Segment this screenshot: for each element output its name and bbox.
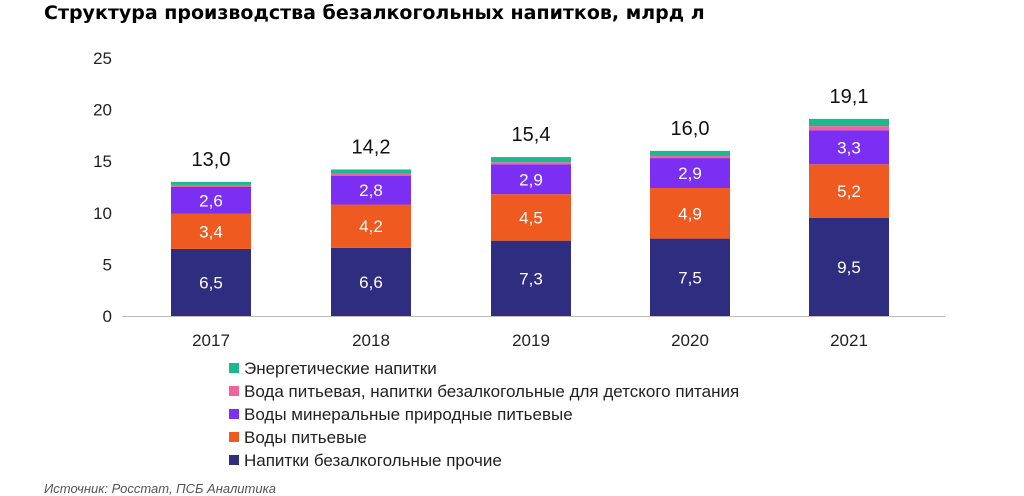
bar-value-label: 6,6	[359, 273, 383, 292]
bar-segment	[809, 130, 889, 165]
legend-swatch	[229, 432, 239, 442]
bar-value-label: 3,4	[199, 222, 223, 241]
bar-value-label: 2,9	[519, 170, 543, 189]
bar-value-label: 7,5	[678, 268, 702, 287]
bar-total-label: 14,2	[352, 136, 391, 158]
x-tick-label: 2018	[352, 331, 390, 350]
bar-segment	[331, 173, 411, 176]
legend-swatch	[229, 409, 239, 419]
bar-value-label: 2,8	[359, 181, 383, 200]
y-tick-label: 10	[93, 204, 112, 223]
legend-swatch	[229, 455, 239, 465]
bar-segment	[331, 169, 411, 174]
bar-value-label: 9,5	[837, 258, 861, 277]
bar-segment	[171, 213, 251, 249]
bar-segment	[491, 194, 571, 241]
y-tick-label: 0	[103, 307, 112, 326]
bar-segment	[650, 150, 730, 157]
bar-segment	[331, 175, 411, 205]
x-tick-label: 2021	[830, 331, 868, 350]
legend-swatch	[229, 363, 239, 373]
x-tick-label: 2017	[192, 331, 230, 350]
y-tick-label: 25	[93, 49, 112, 68]
y-tick-label: 15	[93, 152, 112, 171]
bar-value-label: 2,6	[199, 191, 223, 210]
legend-label: Воды питьевые	[244, 428, 367, 447]
bar-segment	[331, 247, 411, 316]
bar-total-label: 15,4	[512, 124, 551, 146]
bar-segment	[650, 188, 730, 239]
legend-label: Воды минеральные природные питьевые	[244, 405, 573, 424]
x-tick-label: 2020	[671, 331, 709, 350]
legend-label: Напитки безалкогольные прочие	[244, 451, 502, 470]
bar-value-label: 4,5	[519, 208, 543, 227]
bar-segment	[491, 162, 571, 165]
bar-segment	[491, 240, 571, 316]
bar-value-label: 5,2	[837, 182, 861, 201]
legend-label: Энергетические напитки	[244, 359, 437, 378]
bar-segment	[491, 157, 571, 163]
bar-value-label: 6,5	[199, 273, 223, 292]
bar-segment	[171, 184, 251, 187]
bar-total-label: 19,1	[830, 86, 869, 108]
bar-segment	[171, 181, 251, 185]
bar-segment	[809, 118, 889, 127]
bar-segment	[809, 126, 889, 131]
bar-segment	[809, 217, 889, 316]
bar-value-label: 4,2	[359, 217, 383, 236]
bar-segment	[171, 248, 251, 316]
source-note: Источник: Росстат, ПСБ Аналитика	[44, 481, 276, 496]
bar-value-label: 2,9	[678, 164, 702, 183]
chart-title: Структура производства безалкогольных на…	[44, 2, 705, 24]
y-tick-label: 20	[93, 101, 112, 120]
bar-total-label: 16,0	[671, 118, 710, 140]
legend-swatch	[229, 386, 239, 396]
bar-segment	[650, 156, 730, 159]
bar-segment	[171, 187, 251, 214]
bar-segment	[809, 164, 889, 218]
legend-label: Вода питьевая, напитки безалкогольные дл…	[244, 382, 739, 401]
bar-value-label: 7,3	[519, 269, 543, 288]
bar-value-label: 4,9	[678, 204, 702, 223]
bar-segment	[491, 164, 571, 195]
y-tick-label: 5	[103, 255, 112, 274]
bar-segment	[650, 238, 730, 316]
x-tick-label: 2019	[512, 331, 550, 350]
bar-segment	[331, 204, 411, 248]
bar-segment	[650, 158, 730, 189]
bar-value-label: 3,3	[837, 138, 861, 157]
bar-total-label: 13,0	[192, 149, 231, 171]
